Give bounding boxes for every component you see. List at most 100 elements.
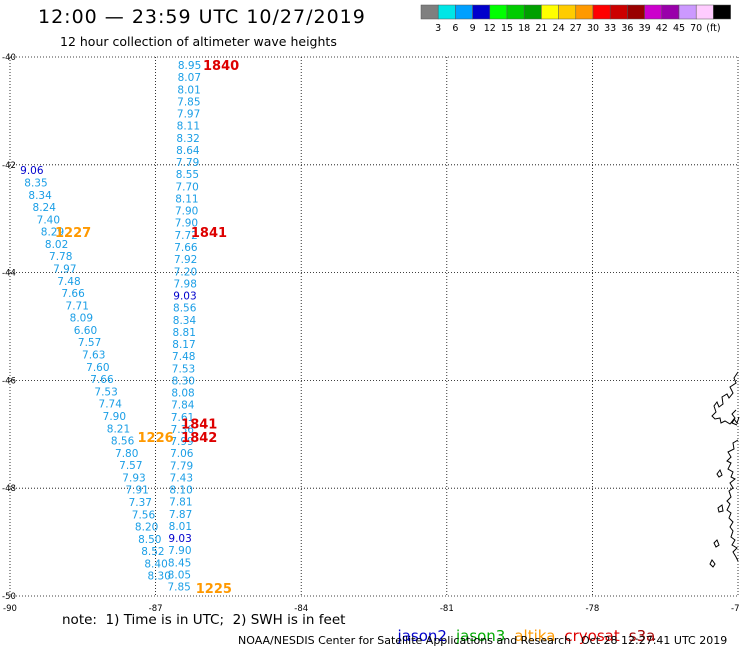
wave-height-value: 7.90: [175, 206, 198, 218]
wave-height-value: 8.64: [176, 145, 200, 157]
wave-height-value: 7.43: [170, 472, 193, 484]
wave-height-value: 8.11: [175, 193, 198, 205]
legend-s3a: s3a: [628, 627, 656, 645]
wave-height-value: 7.74: [99, 399, 123, 411]
credit-line: NOAA/NESDIS Center for Satellite Applica…: [238, 634, 572, 647]
colorbar-label: 27: [570, 23, 582, 34]
wave-height-value: 8.81: [173, 327, 196, 339]
lon-label: -75: [731, 604, 740, 614]
satellite-legend: jason2 jason3 altika cryosat s3a: [388, 609, 664, 645]
wave-height-value: 8.95: [178, 60, 201, 72]
wave-height-value: 7.63: [82, 350, 105, 362]
colorbar-label: 45: [673, 23, 685, 34]
wave-height-value: 7.85: [177, 96, 200, 108]
colorbar-label: 30: [587, 23, 599, 34]
colorbar-label: 24: [553, 23, 565, 34]
wave-height-value: 7.84: [171, 400, 195, 412]
colorbar-label: 42: [656, 23, 668, 34]
wave-height-value: 8.56: [173, 303, 197, 315]
colorbar-label: 18: [518, 23, 530, 34]
map-title: 12:00 — 23:59 UTC 10/27/2019: [38, 6, 366, 28]
wave-height-value: 8.32: [176, 133, 199, 145]
colorbar-label: 33: [604, 23, 616, 34]
wave-height-value: 7.06: [170, 448, 194, 460]
wave-height-value: 8.11: [177, 121, 200, 133]
wave-height-value: 8.21: [107, 423, 130, 435]
lat-label: -44: [2, 269, 16, 279]
lat-label: -42: [2, 161, 16, 171]
wave-height-value: 8.07: [178, 72, 201, 84]
wave-height-value: 7.90: [103, 411, 126, 423]
lon-label: -90: [3, 604, 17, 614]
colorbar-label: 15: [501, 23, 513, 34]
wave-height-value: 7.57: [119, 460, 142, 472]
wave-height-value: 7.48: [172, 351, 195, 363]
wave-height-value: 7.90: [175, 218, 198, 230]
wave-height-value: 7.81: [169, 497, 192, 509]
pass-time-label: 1225: [196, 582, 232, 597]
wave-height-value: 7.61: [171, 412, 194, 424]
wave-height-value: 7.40: [37, 214, 60, 226]
footer-note: note: 1) Time is in UTC; 2) SWH is in fe…: [62, 612, 346, 628]
legend-cryosat: cryosat: [564, 627, 620, 645]
wave-height-value: 7.98: [174, 278, 197, 290]
wave-height-value: 8.34: [173, 315, 197, 327]
colorbar-label: 12: [484, 23, 496, 34]
colorbar-label: 6: [452, 23, 458, 34]
wave-height-value: 8.20: [135, 522, 158, 534]
wave-height-value: 7.66: [61, 288, 85, 300]
wave-height-value: 7.91: [125, 485, 148, 497]
wave-height-value: 8.50: [138, 534, 161, 546]
wave-height-value: 7.71: [66, 300, 89, 312]
wave-height-value: 8.34: [28, 190, 52, 202]
colorbar-label: 70: [690, 23, 702, 34]
pass-time-label: 1227: [55, 226, 91, 241]
wave-height-value: 7.97: [53, 264, 76, 276]
wave-height-value: 7.53: [94, 386, 117, 398]
colorbar-label: 9: [470, 23, 476, 34]
wave-height-value: 7.90: [168, 545, 191, 557]
wave-height-value: 8.02: [45, 239, 68, 251]
pass-time-label: 1841: [191, 226, 227, 241]
altimeter-tracks: 8.958.078.017.857.978.118.328.647.798.55…: [20, 59, 239, 597]
wave-height-value: 8.30: [148, 571, 171, 583]
coastline: [709, 371, 740, 568]
lat-lon-grid: [9, 56, 739, 597]
wave-height-value: 8.52: [141, 546, 164, 558]
wave-height-value: 7.80: [115, 448, 138, 460]
pass-time-label: 1226: [138, 431, 174, 446]
wave-height-value: 7.92: [174, 254, 197, 266]
lon-label: -87: [149, 604, 163, 614]
wave-height-value: 8.30: [172, 375, 195, 387]
coastline-fragment: [709, 371, 740, 568]
colorbar-label: (ft): [706, 23, 720, 34]
wave-height-value: 7.57: [78, 337, 101, 349]
lon-label: -81: [440, 604, 454, 614]
wave-height-value: 8.55: [176, 169, 199, 181]
wave-height-value: 7.48: [57, 276, 80, 288]
wave-height-value: 8.45: [168, 557, 191, 569]
wave-height-value: 7.79: [176, 157, 199, 169]
colorbar-label: 21: [535, 23, 547, 34]
wave-height-value: 6.60: [74, 325, 97, 337]
axis-labels: -40 -42 -44 -46 -48 -50 -90 -87 -84 -81 -78 -75: [2, 53, 740, 614]
pass-time-label: 1841: [181, 418, 217, 433]
wave-height-map: 8.958.078.017.857.978.118.328.647.798.55…: [2, 53, 740, 614]
lat-label: -46: [2, 376, 16, 386]
wave-height-colorbar: 3 6 9 12 15 18 21 24 27 30 33 36 39 42 45 70 (ft): [420, 4, 731, 34]
wave-height-value: 9.06: [20, 165, 44, 177]
wave-height-value: 9.03: [173, 291, 196, 303]
wave-height-value: 7.93: [122, 472, 145, 484]
wave-height-value: 8.10: [169, 485, 192, 497]
wave-height-value: 8.56: [111, 436, 135, 448]
wave-height-value: 7.87: [169, 509, 192, 521]
pass-time-label: 1842: [181, 431, 217, 446]
wave-height-value: 7.66: [174, 242, 198, 254]
lon-label: -84: [294, 604, 308, 614]
pass-time-label: 1840: [203, 59, 239, 74]
wave-height-value: 7.78: [49, 251, 72, 263]
wave-height-value: 7.53: [172, 363, 195, 375]
lat-label: -50: [2, 592, 16, 602]
wave-height-value: 8.01: [177, 84, 200, 96]
wave-height-value: 8.05: [168, 569, 191, 581]
